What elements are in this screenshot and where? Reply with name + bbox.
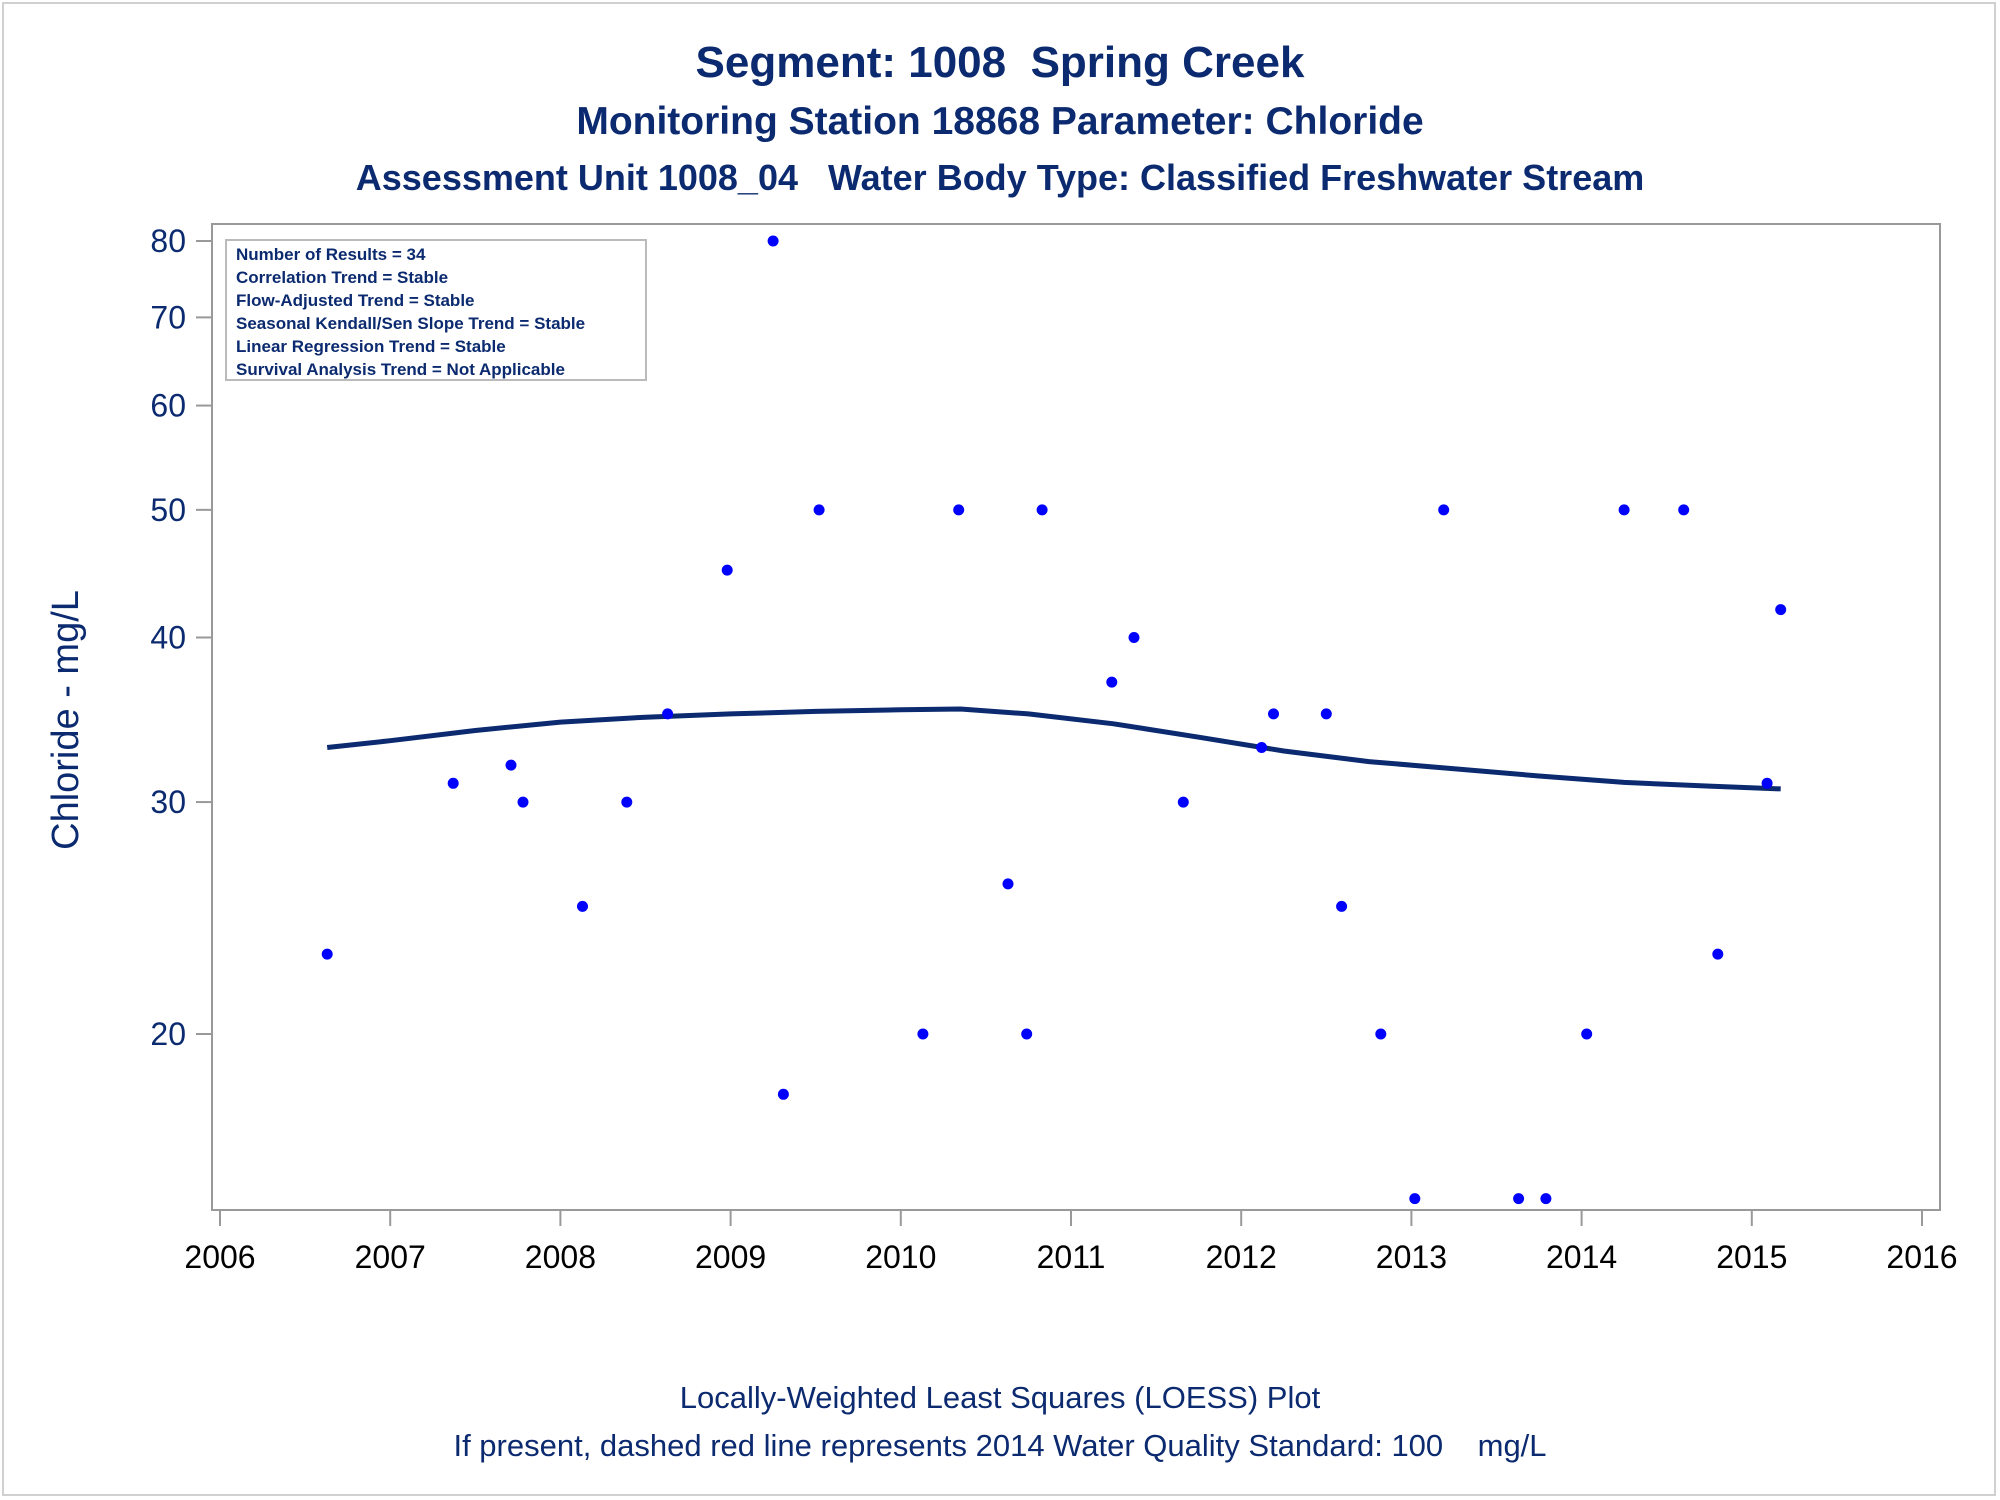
x-tick-label: 2010 xyxy=(865,1239,936,1275)
chart-title: Segment: 1008 Spring Creek xyxy=(695,38,1305,87)
data-point xyxy=(917,1028,929,1040)
data-point xyxy=(321,948,333,960)
chart-subtitle-station: Monitoring Station 18868 Parameter: Chlo… xyxy=(576,100,1424,143)
y-tick-label: 30 xyxy=(150,784,186,820)
data-point xyxy=(1581,1028,1593,1040)
x-tick-label: 2012 xyxy=(1206,1239,1277,1275)
data-point xyxy=(1513,1193,1525,1205)
x-tick-label: 2015 xyxy=(1716,1239,1787,1275)
x-tick-label: 2006 xyxy=(184,1239,255,1275)
inset-line-survival: Survival Analysis Trend = Not Applicable xyxy=(236,360,565,379)
y-tick-label: 70 xyxy=(150,299,186,335)
data-point xyxy=(662,708,674,720)
data-point xyxy=(1775,604,1787,616)
data-point xyxy=(621,796,633,808)
inset-line-seasonal-kendall: Seasonal Kendall/Sen Slope Trend = Stabl… xyxy=(236,314,585,333)
y-axis: 20 30 40 50 60 70 80 xyxy=(150,223,212,1052)
loess-line xyxy=(326,706,1781,792)
y-tick-label: 60 xyxy=(150,388,186,424)
data-point xyxy=(1021,1028,1033,1040)
x-tick-label: 2016 xyxy=(1886,1239,1957,1275)
data-point xyxy=(1177,796,1189,808)
data-point xyxy=(1036,504,1048,516)
x-tick-label: 2011 xyxy=(1037,1239,1106,1275)
data-point xyxy=(1618,504,1630,516)
trend-summary-border xyxy=(225,239,647,381)
data-point xyxy=(1540,1193,1552,1205)
footnote-standard: If present, dashed red line represents 2… xyxy=(453,1428,1547,1463)
y-axis-title: Chloride - mg/L xyxy=(45,590,87,850)
trend-summary-box: Number of Results = 34 Correlation Trend… xyxy=(225,239,647,381)
data-point xyxy=(1409,1193,1421,1205)
x-tick-label: 2013 xyxy=(1376,1239,1447,1275)
inset-line-correlation: Correlation Trend = Stable xyxy=(236,268,448,287)
data-point xyxy=(1128,632,1140,643)
data-point xyxy=(505,759,517,771)
inset-line-linear-regression: Linear Regression Trend = Stable xyxy=(236,337,506,356)
y-tick-label: 40 xyxy=(150,620,186,656)
x-tick-label: 2009 xyxy=(695,1239,766,1275)
data-point xyxy=(813,504,825,516)
data-point xyxy=(1336,900,1348,912)
data-point xyxy=(577,900,588,912)
inset-line-results: Number of Results = 34 xyxy=(236,245,426,264)
y-tick-label: 80 xyxy=(150,223,186,259)
plot-area xyxy=(211,223,1941,1211)
data-point xyxy=(767,235,779,247)
data-point xyxy=(1268,708,1279,720)
data-point xyxy=(953,504,965,516)
data-point xyxy=(447,777,459,789)
data-point xyxy=(1712,948,1724,960)
data-point xyxy=(1761,777,1773,789)
data-point xyxy=(1375,1028,1387,1040)
x-axis: 2006 2007 2008 2009 2010 2011 2012 2013 2014 2015… xyxy=(184,1210,1958,1275)
x-tick-label: 2008 xyxy=(525,1239,596,1275)
y-tick-label: 20 xyxy=(150,1016,186,1052)
data-points xyxy=(321,235,1787,1205)
chart-subtitle-assessment: Assessment Unit 1008_04 Water Body Type:… xyxy=(355,157,1645,198)
y-tick-label: 50 xyxy=(150,492,186,528)
data-point xyxy=(517,796,529,808)
data-point xyxy=(1438,504,1450,516)
data-point xyxy=(1256,742,1268,753)
data-point xyxy=(777,1088,789,1100)
footnote-loess: Locally-Weighted Least Squares (LOESS) P… xyxy=(679,1380,1321,1415)
inset-line-flow-adjusted: Flow-Adjusted Trend = Stable xyxy=(236,291,475,310)
data-point xyxy=(1106,676,1118,688)
data-point xyxy=(1002,878,1014,890)
data-point xyxy=(721,564,733,576)
data-point xyxy=(1678,504,1690,516)
x-tick-label: 2014 xyxy=(1546,1239,1617,1275)
x-tick-label: 2007 xyxy=(355,1239,426,1275)
data-point xyxy=(1320,708,1332,720)
